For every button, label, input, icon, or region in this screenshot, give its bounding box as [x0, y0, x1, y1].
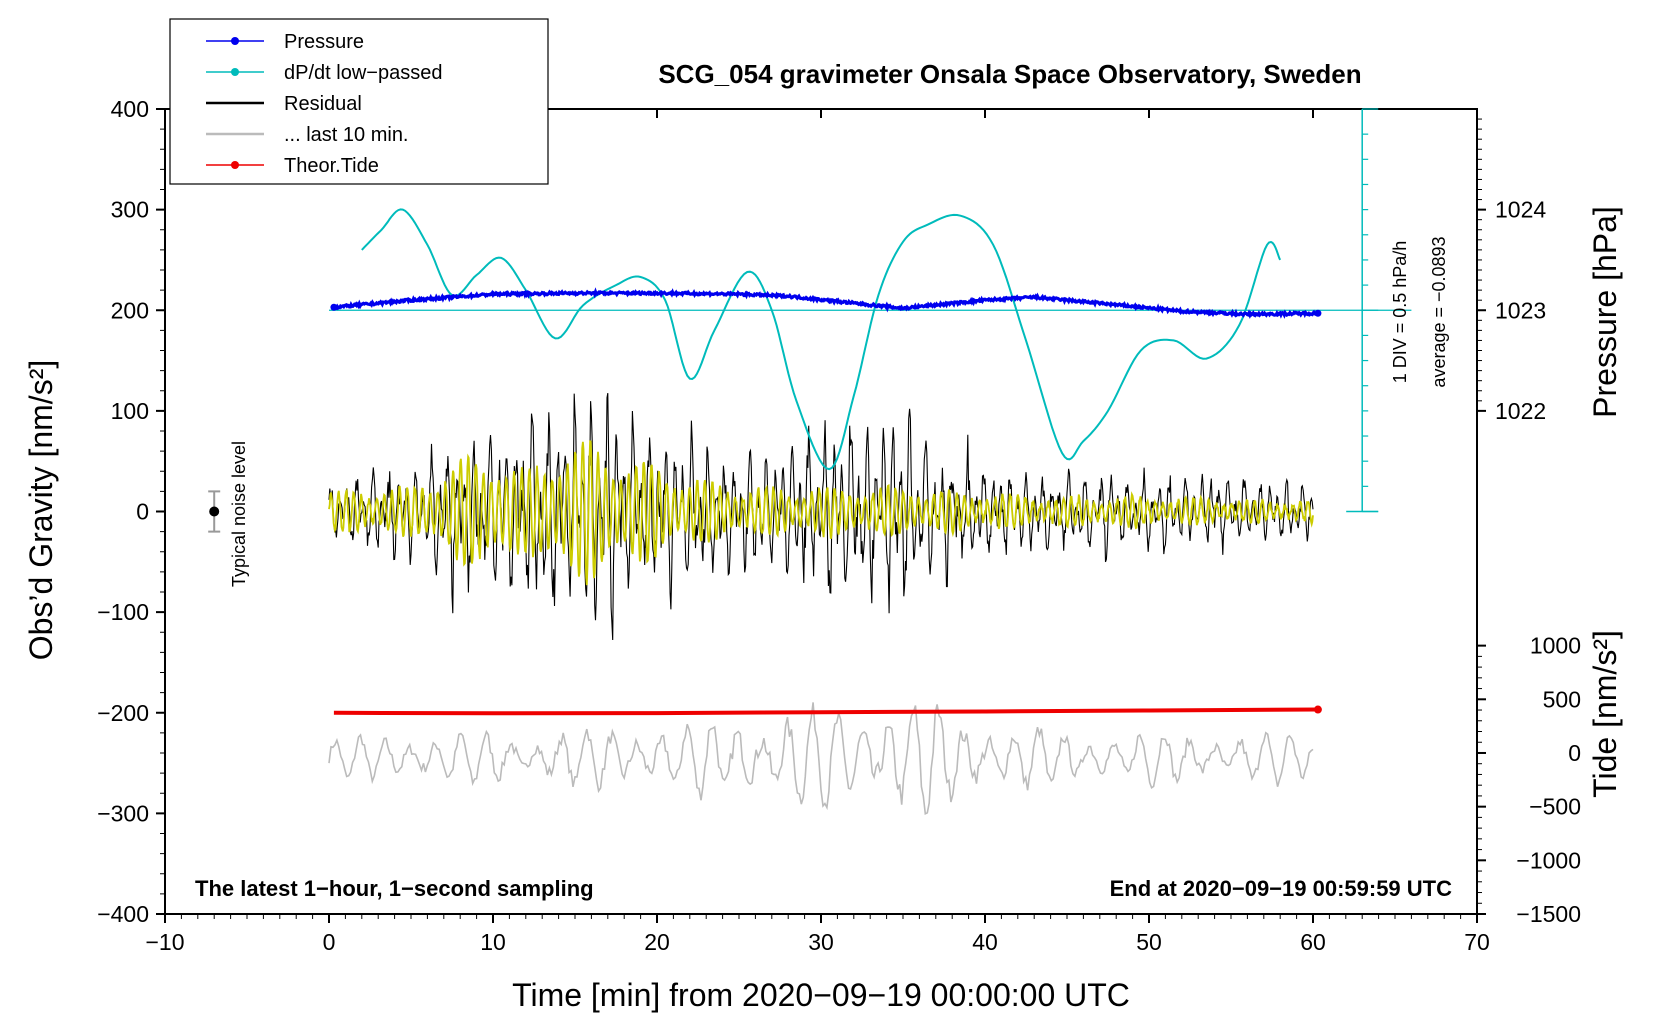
tide-tick-label: 500	[1543, 686, 1581, 712]
gray-last10-line	[328, 702, 1314, 816]
tide-end-dot	[1313, 705, 1322, 714]
legend-swatch-dot	[231, 37, 239, 45]
pressure-axis-title: Pressure [hPa]	[1587, 206, 1623, 418]
x-tick-label: 10	[480, 929, 506, 955]
x-tick-label: 30	[808, 929, 834, 955]
annotation-left: The latest 1−hour, 1−second sampling	[195, 876, 594, 901]
tide-tick-label: 0	[1568, 740, 1581, 766]
pressure-end-dot	[1314, 309, 1322, 317]
x-axis-title: Time [min] from 2020−09−19 00:00:00 UTC	[512, 977, 1130, 1013]
pressure-line	[333, 287, 1319, 319]
x-tick-label: 40	[972, 929, 998, 955]
legend: Pressure dP/dt low−passed Residual ... last…	[169, 18, 549, 185]
tide-tick-label: −500	[1529, 794, 1581, 820]
y-tick-label: 100	[111, 398, 149, 424]
legend-label: ... last 10 min.	[284, 124, 409, 146]
tide-tick-label: 1000	[1530, 633, 1581, 659]
y-tick-label: −200	[97, 700, 149, 726]
y-tick-label: 0	[136, 499, 149, 525]
pressure-start-dot	[330, 303, 338, 311]
annotation-right: End at 2020−09−19 00:59:59 UTC	[1110, 876, 1453, 901]
tide-tick-label: −1000	[1516, 847, 1581, 873]
y-tick-label: −100	[97, 599, 149, 625]
y-tick-label: 200	[111, 297, 149, 323]
dpdt-line	[361, 208, 1282, 471]
y-tick-label: −400	[97, 901, 149, 927]
y-tick-label: −300	[97, 800, 149, 826]
yellow-oscillation-line	[328, 440, 1314, 586]
legend-label: Pressure	[284, 31, 364, 53]
pressure-tick-label: 1022	[1495, 398, 1546, 424]
x-tick-label: 60	[1300, 929, 1326, 955]
tide-axis-title: Tide [nm/s²]	[1587, 630, 1623, 798]
legend-box	[169, 18, 549, 185]
legend-swatch-dot	[231, 68, 239, 76]
tide-tick-label: −1500	[1516, 901, 1581, 927]
legend-swatch-dot	[231, 161, 239, 169]
x-tick-label: −10	[145, 929, 184, 955]
tide-line	[333, 707, 1318, 716]
y-tick-label: 400	[111, 96, 149, 122]
left-axis-title: Obs’d Gravity [nm/s²]	[23, 360, 59, 661]
x-tick-label: 70	[1464, 929, 1490, 955]
x-tick-label: 0	[323, 929, 336, 955]
series-group	[208, 108, 1412, 816]
dpdt-average-label: average = −0.0893	[1429, 236, 1449, 387]
pressure-tick-label: 1023	[1495, 297, 1546, 323]
legend-label: Residual	[284, 93, 362, 115]
legend-label: Theor.Tide	[284, 155, 379, 177]
x-tick-label: 20	[644, 929, 670, 955]
x-tick-label: 50	[1136, 929, 1162, 955]
legend-label: dP/dt low−passed	[284, 62, 442, 84]
noise-dot	[209, 506, 220, 517]
chart-title: SCG_054 gravimeter Onsala Space Observat…	[658, 59, 1361, 89]
noise-level-label: Typical noise level	[229, 441, 249, 587]
y-tick-label: 300	[111, 197, 149, 223]
axes-group: −10 0 10 20 30 40 50 60 704003002001000−100−200−…	[97, 96, 1581, 955]
dpdt-div-label: 1 DIV = 0.5 hPa/h	[1390, 241, 1410, 384]
pressure-tick-label: 1024	[1495, 197, 1546, 223]
